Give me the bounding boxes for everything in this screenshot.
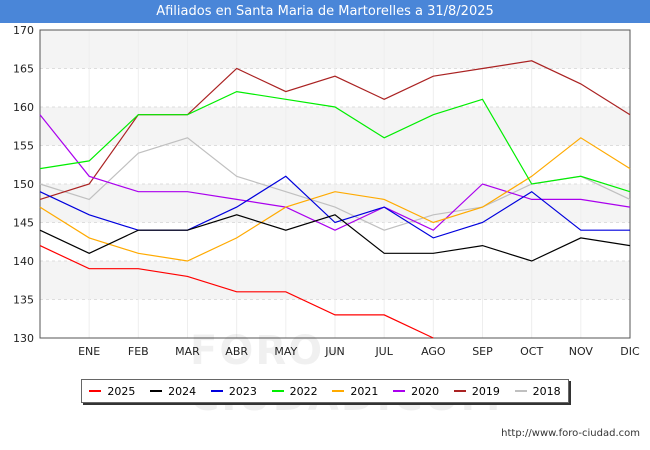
credit-link[interactable]: http://www.foro-ciudad.com bbox=[501, 428, 640, 439]
x-tick-label: MAR bbox=[175, 345, 200, 358]
legend-label: 2023 bbox=[228, 384, 257, 398]
legend-item-2023: 2023 bbox=[210, 384, 257, 398]
chart-title: Afiliados en Santa Maria de Martorelles … bbox=[0, 0, 650, 23]
legend-label: 2018 bbox=[532, 384, 561, 398]
legend-label: 2021 bbox=[350, 384, 379, 398]
y-tick-label: 130 bbox=[13, 332, 34, 345]
y-tick-label: 140 bbox=[13, 255, 34, 268]
legend-swatch bbox=[393, 390, 406, 392]
legend-swatch bbox=[210, 390, 223, 392]
y-tick-label: 165 bbox=[13, 63, 34, 76]
series-line-2020 bbox=[39, 114, 631, 231]
series-line-2025 bbox=[39, 245, 434, 339]
series-line-2022 bbox=[39, 90, 631, 193]
y-tick-label: 160 bbox=[13, 101, 34, 114]
x-tick-label: OCT bbox=[520, 345, 543, 358]
watermark: FORO-CIUDAD.COM bbox=[190, 328, 500, 420]
legend-item-2018: 2018 bbox=[514, 384, 561, 398]
x-tick-label: MAY bbox=[274, 345, 297, 358]
legend-label: 2025 bbox=[107, 384, 136, 398]
y-tick-label: 155 bbox=[13, 140, 34, 153]
legend-item-2021: 2021 bbox=[332, 385, 378, 398]
y-tick-label: 150 bbox=[13, 178, 34, 191]
series-line-2024 bbox=[39, 214, 631, 262]
y-tick-label: 170 bbox=[13, 24, 34, 37]
legend-item-2020: 2020 bbox=[393, 385, 439, 398]
x-tick-label: JUN bbox=[324, 345, 345, 358]
legend-swatch bbox=[514, 390, 527, 392]
legend-swatch bbox=[332, 390, 345, 392]
x-tick-label: FEB bbox=[128, 345, 149, 358]
x-tick-label: AGO bbox=[421, 345, 446, 358]
legend-label: 2022 bbox=[289, 384, 318, 398]
x-tick-label: NOV bbox=[569, 345, 594, 358]
legend-swatch bbox=[150, 390, 163, 392]
legend-item-2024: 2024 bbox=[150, 385, 196, 398]
series-line-2021 bbox=[39, 137, 631, 262]
legend-item-2022: 2022 bbox=[271, 384, 318, 398]
legend-swatch bbox=[271, 390, 284, 392]
legend-item-2025: 2025 bbox=[89, 385, 135, 398]
x-tick-label: DIC bbox=[620, 345, 640, 358]
legend-swatch bbox=[453, 390, 466, 392]
x-tick-label: ENE bbox=[78, 345, 100, 358]
x-tick-label: SEP bbox=[472, 345, 493, 358]
legend-label: 2019 bbox=[471, 384, 500, 398]
legend: 2025 2024 2023 2022 2021 2020 2019 2018 bbox=[81, 379, 569, 403]
legend-swatch bbox=[89, 390, 102, 392]
y-tick-label: 145 bbox=[13, 217, 34, 230]
legend-label: 2024 bbox=[168, 384, 197, 398]
legend-label: 2020 bbox=[411, 384, 440, 398]
x-tick-label: ABR bbox=[225, 345, 248, 358]
legend-item-2019: 2019 bbox=[453, 384, 500, 398]
x-tick-label: JUL bbox=[374, 345, 393, 358]
y-tick-label: 135 bbox=[13, 294, 34, 307]
